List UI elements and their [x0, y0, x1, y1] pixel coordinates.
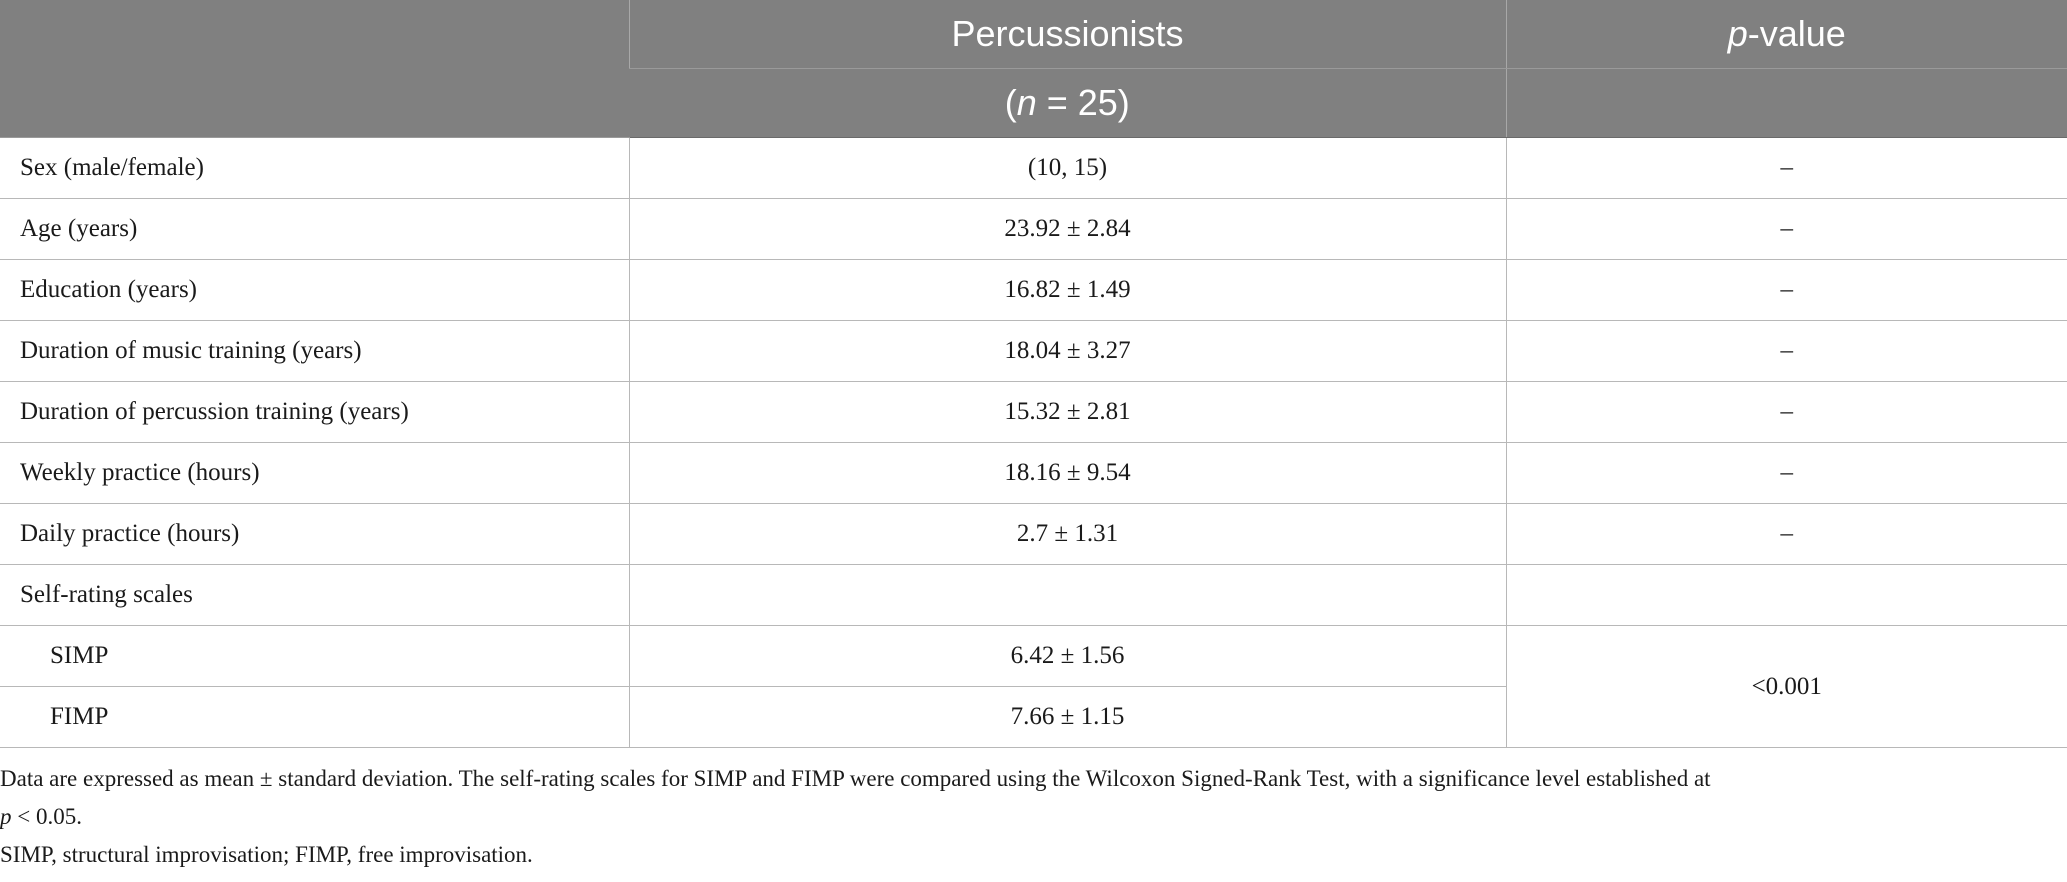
table-row: Duration of percussion training (years) … — [0, 381, 2067, 443]
row-label-simp: SIMP — [0, 625, 630, 687]
header-p-value: p-value — [1505, 0, 2067, 69]
row-value: 15.32 ± 2.81 — [628, 381, 1507, 443]
row-p-value: – — [1505, 259, 2067, 321]
sample-size-value: = 25) — [1036, 82, 1130, 123]
sample-size-open: ( — [1004, 82, 1017, 123]
row-label: Sex (male/female) — [0, 137, 630, 199]
row-value: (10, 15) — [628, 137, 1507, 199]
header-empty-cell — [0, 0, 629, 138]
row-p-value: – — [1505, 320, 2067, 382]
row-value: 23.92 ± 2.84 — [628, 198, 1507, 260]
table-row: Duration of music training (years) 18.04… — [0, 320, 2067, 382]
table-row: SIMP 6.42 ± 1.56 <0.001 — [0, 625, 2067, 748]
footnote-p-italic: p — [0, 804, 12, 829]
row-value: 18.16 ± 9.54 — [628, 442, 1507, 504]
table-row: FIMP 7.66 ± 1.15 — [0, 686, 2067, 748]
row-value: 18.04 ± 3.27 — [628, 320, 1507, 382]
row-label: Weekly practice (hours) — [0, 442, 630, 504]
table-row-section: Self-rating scales — [0, 564, 2067, 626]
row-value-fimp: 7.66 ± 1.15 — [628, 686, 1506, 748]
table-row: Weekly practice (hours) 18.16 ± 9.54 – — [0, 442, 2067, 504]
header-percussionists: Percussionists — [628, 0, 1506, 69]
row-p-value: – — [1505, 198, 2067, 260]
row-p-value: – — [1505, 503, 2067, 565]
footnote-abbreviations: SIMP, structural improvisation; FIMP, fr… — [0, 842, 533, 867]
row-p-value: – — [1505, 137, 2067, 199]
row-label-fimp: FIMP — [0, 686, 630, 748]
row-p-value: – — [1505, 381, 2067, 443]
header-p-italic: p — [1727, 13, 1748, 54]
footnote-p-threshold: < 0.05. — [11, 804, 82, 829]
row-value: 2.7 ± 1.31 — [628, 503, 1507, 565]
section-label-self-rating: Self-rating scales — [0, 564, 630, 626]
demographics-table-container: Percussionists p-value (n = 25) Sex (mal… — [0, 0, 2067, 748]
table-row: Daily practice (hours) 2.7 ± 1.31 – — [0, 503, 2067, 565]
table-body: Sex (male/female) (10, 15) – Age (years)… — [0, 137, 2067, 748]
row-value: 16.82 ± 1.49 — [628, 259, 1507, 321]
row-p-value: – — [1505, 442, 2067, 504]
row-value-simp: 6.42 ± 1.56 — [628, 625, 1507, 687]
row-label: Duration of music training (years) — [0, 320, 630, 382]
self-rating-p-value: <0.001 — [1505, 625, 2067, 748]
footnote-line-1: Data are expressed as mean ± standard de… — [0, 766, 1711, 791]
header-p-suffix: -value — [1747, 13, 1846, 54]
table-row: Education (years) 16.82 ± 1.49 – — [0, 259, 2067, 321]
section-empty-p — [1505, 564, 2067, 626]
row-label: Daily practice (hours) — [0, 503, 630, 565]
table-footnotes: Data are expressed as mean ± standard de… — [0, 760, 2067, 874]
table-row: Age (years) 23.92 ± 2.84 – — [0, 198, 2067, 260]
table-header: Percussionists p-value (n = 25) — [0, 0, 2067, 138]
row-label: Age (years) — [0, 198, 630, 260]
table-row: Sex (male/female) (10, 15) – — [0, 137, 2067, 199]
section-empty-value — [628, 564, 1507, 626]
header-sample-size: (n = 25) — [629, 68, 1506, 138]
demographics-table: Percussionists p-value (n = 25) Sex (mal… — [0, 0, 2067, 748]
header-empty-p-cell — [1505, 68, 2067, 138]
footnote-line-2: p < 0.05. — [0, 798, 2067, 836]
row-label: Education (years) — [0, 259, 630, 321]
sample-size-n: n — [1016, 82, 1037, 123]
row-label: Duration of percussion training (years) — [0, 381, 630, 443]
